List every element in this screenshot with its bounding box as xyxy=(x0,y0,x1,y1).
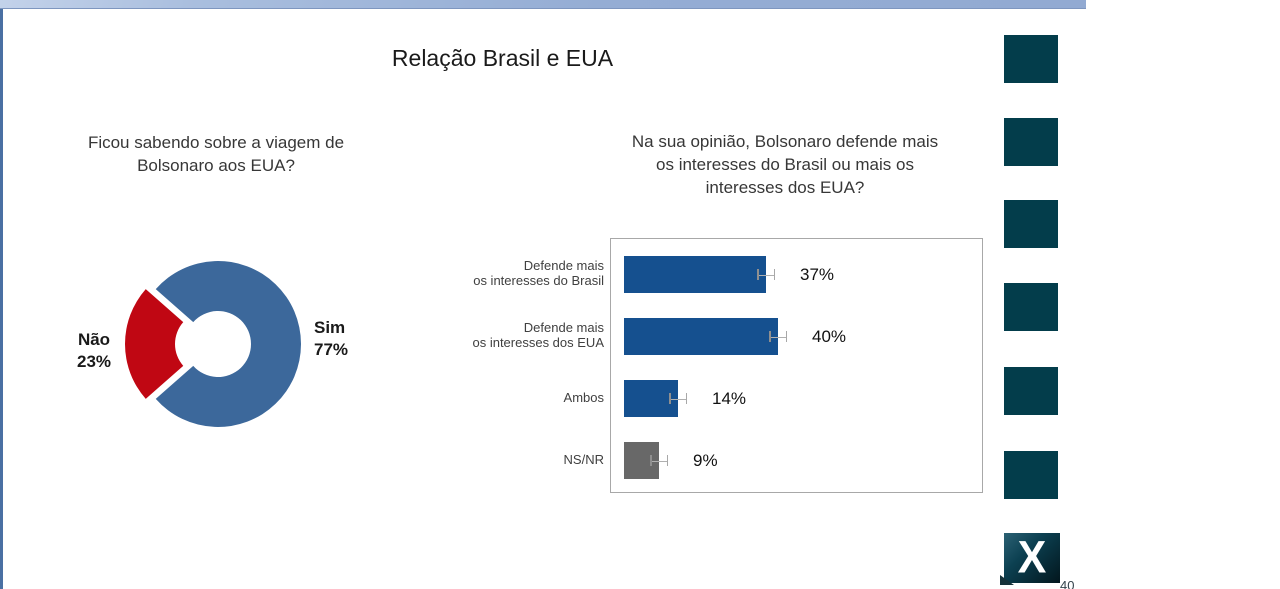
bar-value-label: 37% xyxy=(800,265,835,284)
bar-value-label: 9% xyxy=(693,451,718,470)
decor-square xyxy=(1004,283,1058,331)
error-bar xyxy=(757,269,775,280)
bar-value-label: 14% xyxy=(712,389,747,408)
bar-category-label: Defende mais os interesses dos EUA xyxy=(472,320,604,350)
donut-label-nao: Não 23% xyxy=(76,330,112,372)
error-bar xyxy=(669,393,687,404)
slide-title: Relação Brasil e EUA xyxy=(391,45,614,71)
error-bar-line xyxy=(652,460,667,462)
donut-slice-sim xyxy=(155,261,301,427)
donut-label-sim: Sim 77% xyxy=(314,318,349,360)
error-bar-line xyxy=(771,336,786,338)
donut-slice-não xyxy=(125,289,184,399)
slide-left-accent-strip xyxy=(0,0,3,589)
decor-square xyxy=(1004,451,1058,499)
decor-square xyxy=(1004,367,1058,415)
brand-logo: X xyxy=(1004,533,1060,583)
error-bar xyxy=(650,455,668,466)
page-number: 40 xyxy=(1060,578,1075,589)
slide-top-accent-bar xyxy=(0,0,1086,9)
bar-category-label: NS/NR xyxy=(563,451,604,467)
donut-chart xyxy=(125,261,301,427)
bar xyxy=(624,255,766,293)
bar-chart-question: Na sua opinião, Bolsonaro defende mais o… xyxy=(631,132,939,197)
brand-logo-shadow xyxy=(1000,575,1014,585)
bar-category-label: Ambos xyxy=(563,389,604,405)
error-bar xyxy=(769,331,787,342)
bar-value-label: 40% xyxy=(812,327,847,346)
bar xyxy=(624,441,659,479)
decor-square xyxy=(1004,118,1058,166)
bar xyxy=(624,317,778,355)
error-bar-line xyxy=(759,274,774,276)
donut-chart-question: Ficou sabendo sobre a viagem de Bolsonar… xyxy=(87,133,345,175)
decor-square xyxy=(1004,35,1058,83)
bar-category-label: Defende mais os interesses do Brasil xyxy=(473,258,604,288)
decor-square xyxy=(1004,200,1058,248)
error-bar-line xyxy=(671,398,686,400)
brand-logo-x-icon: X xyxy=(1017,532,1047,583)
